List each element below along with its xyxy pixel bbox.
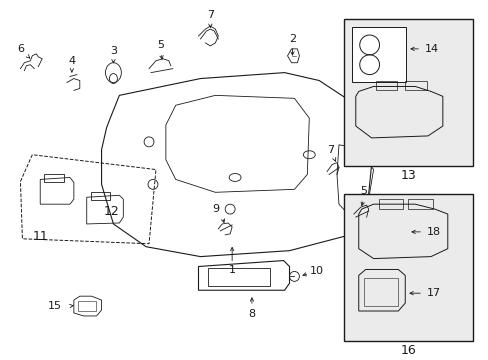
Text: 2: 2	[288, 34, 295, 44]
Text: 1: 1	[228, 265, 235, 275]
Text: 12: 12	[103, 204, 119, 217]
Text: 7: 7	[206, 10, 213, 20]
Text: 4: 4	[68, 56, 75, 66]
FancyBboxPatch shape	[351, 27, 406, 81]
Text: 13: 13	[400, 169, 415, 182]
Text: 3: 3	[110, 46, 117, 56]
Text: 16: 16	[400, 344, 415, 357]
Text: 9: 9	[211, 204, 219, 214]
FancyBboxPatch shape	[343, 19, 471, 166]
Text: 8: 8	[248, 309, 255, 319]
Text: 14: 14	[424, 44, 438, 54]
FancyBboxPatch shape	[343, 194, 471, 341]
Text: 7: 7	[327, 145, 334, 155]
Text: 5: 5	[360, 186, 366, 196]
Text: 5: 5	[157, 40, 164, 50]
Text: 11: 11	[32, 230, 48, 243]
Text: 18: 18	[426, 227, 440, 237]
Text: 10: 10	[309, 266, 324, 276]
Text: 17: 17	[426, 288, 440, 298]
Text: 15: 15	[48, 301, 62, 311]
Text: 6: 6	[17, 44, 24, 54]
